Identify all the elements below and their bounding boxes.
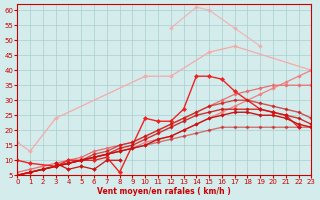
X-axis label: Vent moyen/en rafales ( km/h ): Vent moyen/en rafales ( km/h ) [98,187,231,196]
